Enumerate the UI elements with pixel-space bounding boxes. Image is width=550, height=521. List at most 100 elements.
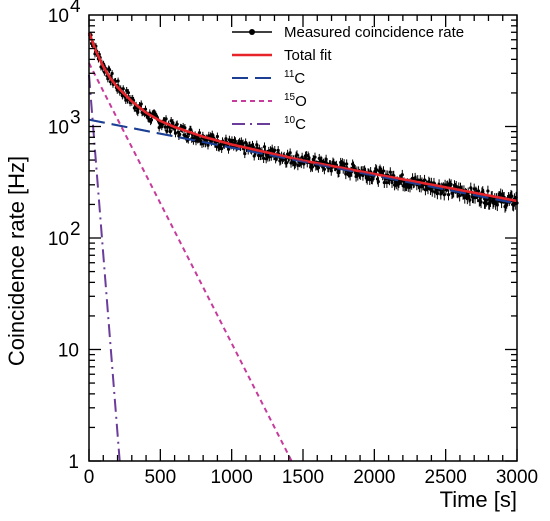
x-tick-label: 0	[84, 467, 95, 488]
measured-point	[147, 117, 151, 121]
legend-label-text: C	[295, 116, 306, 133]
measured-point	[189, 128, 193, 132]
measured-point	[446, 193, 451, 197]
legend-label: 15O	[284, 92, 307, 110]
measured-point	[163, 125, 167, 129]
measured-point	[385, 180, 389, 185]
measured-point	[110, 71, 114, 76]
x-tick-label: 3000	[496, 467, 538, 488]
measured-point	[107, 68, 112, 72]
measured-point	[313, 155, 317, 159]
y-tick-label: 10	[48, 229, 69, 250]
measured-point	[295, 153, 299, 157]
measured-point	[426, 186, 430, 191]
measured-point	[262, 145, 267, 149]
y-tick-label-exponent: 2	[70, 219, 81, 240]
legend-label-superscript: 11	[284, 69, 295, 80]
legend-item: 11C	[232, 69, 305, 87]
measured-point	[285, 161, 289, 165]
measured-point	[468, 198, 472, 202]
legend-label: 10C	[284, 115, 306, 133]
measured-point	[449, 182, 453, 187]
x-tick-label: 500	[144, 467, 176, 488]
measured-point	[479, 200, 483, 204]
x-tick-label: 1000	[211, 467, 253, 488]
measured-point	[442, 193, 446, 197]
x-tick-label: 2500	[425, 467, 467, 488]
legend-label: 11C	[284, 69, 305, 87]
measured-point	[310, 165, 315, 169]
measured-point	[262, 156, 266, 160]
measured-point	[422, 178, 427, 182]
measured-point	[209, 139, 214, 144]
measured-point	[400, 173, 404, 177]
measured-point	[476, 189, 481, 193]
legend-label-text: O	[295, 93, 307, 110]
measured-point	[121, 87, 125, 91]
component-line-15o	[88, 62, 293, 462]
y-tick-label-exponent: 4	[70, 0, 81, 17]
measured-point	[233, 139, 237, 143]
y-axis-title: Coincidence rate [Hz]	[4, 156, 29, 366]
measured-point	[126, 91, 130, 95]
measured-point	[273, 148, 277, 152]
measured-point	[241, 142, 245, 146]
y-tick-label: 10	[58, 341, 79, 362]
measured-point	[116, 79, 120, 83]
legend-label-text: C	[294, 70, 305, 87]
c11-overlay-line	[88, 118, 518, 205]
measured-point	[139, 102, 143, 106]
legend-item: Total fit	[232, 47, 332, 64]
tick-layer	[88, 15, 518, 462]
measured-point	[173, 131, 178, 135]
measured-point	[183, 126, 187, 130]
y-tick-label: 10	[48, 118, 69, 139]
measured-point	[390, 180, 394, 185]
legend-item: Measured coincidence rate	[232, 24, 464, 41]
measured-point	[164, 117, 168, 121]
legend-label-superscript: 10	[284, 115, 296, 126]
measured-point	[196, 137, 201, 141]
measured-point	[288, 151, 292, 155]
legend-item: 10C	[232, 115, 306, 133]
legend-label: Measured coincidence rate	[284, 24, 464, 41]
measured-point	[125, 88, 129, 93]
measured-point	[244, 140, 248, 145]
measured-point	[365, 177, 369, 181]
legend-label-superscript: 15	[284, 92, 296, 103]
legend-label: Total fit	[284, 47, 332, 64]
measured-point	[106, 77, 110, 81]
measured-point	[197, 131, 202, 135]
x-tick-label: 1500	[282, 467, 324, 488]
measured-point	[418, 178, 422, 182]
measured-point	[175, 122, 179, 126]
component-line-10c	[88, 74, 121, 462]
y-tick-label-exponent: 3	[70, 108, 81, 129]
measured-point	[486, 189, 490, 193]
measured-point	[206, 143, 210, 147]
data-layer	[87, 31, 519, 462]
measured-point	[495, 203, 499, 207]
measured-point	[316, 166, 321, 170]
measured-point	[376, 179, 380, 184]
measured-point	[215, 134, 219, 139]
measured-point	[510, 194, 514, 198]
measured-point	[381, 169, 386, 173]
measured-point	[243, 152, 247, 156]
y-tick-label: 10	[48, 6, 69, 27]
x-axis-title: Time [s]	[440, 487, 517, 512]
legend-swatch-marker	[249, 29, 255, 35]
measured-point	[345, 162, 349, 166]
measured-point	[375, 168, 379, 172]
legend-item: 15O	[232, 92, 307, 110]
measured-point	[458, 194, 462, 198]
measured-point	[178, 132, 182, 137]
measured-point	[296, 163, 300, 168]
measured-point	[472, 187, 476, 191]
measured-point	[149, 118, 154, 122]
measured-point	[226, 147, 231, 151]
